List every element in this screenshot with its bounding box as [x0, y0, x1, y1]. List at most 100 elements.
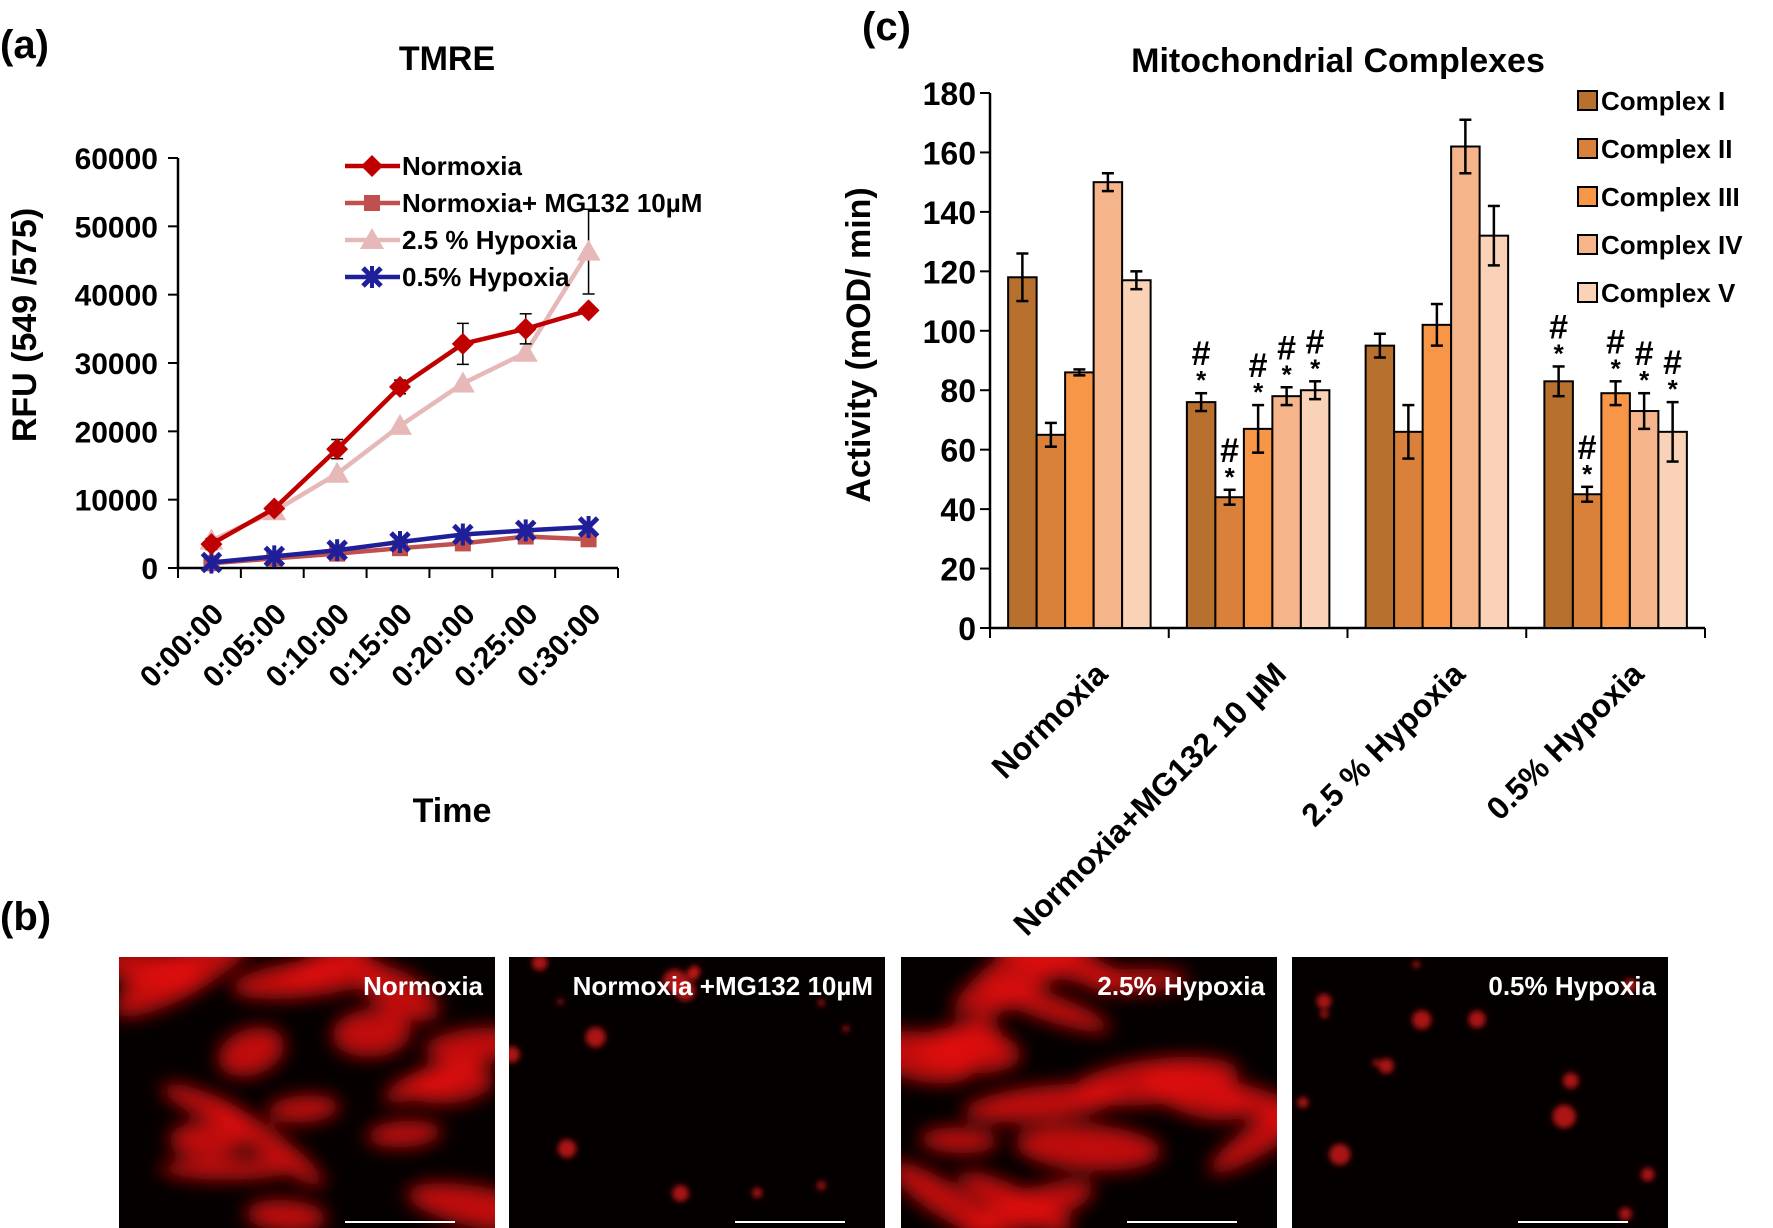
chart-a-series-3 [200, 516, 600, 574]
chart-c-title: Mitochondrial Complexes [1131, 42, 1545, 80]
micrograph-cells [901, 957, 1277, 1228]
chart-c-bar [1185, 401, 1217, 629]
micrograph-cell [366, 1120, 442, 1148]
micrograph-cell [1468, 1010, 1486, 1028]
chart-c-bar [1393, 430, 1424, 630]
chart-a-legend-marker [361, 155, 383, 177]
micrograph-cell [283, 957, 372, 987]
chart-a-data-point [450, 371, 475, 393]
micrograph-cell [1552, 1104, 1576, 1129]
micrograph-cell [817, 999, 825, 1007]
chart-c-significance-hash: # [1277, 329, 1296, 367]
chart-c-y-tick-label: 20 [940, 552, 976, 588]
micrograph-cell [557, 1139, 577, 1158]
chart-c-significance-hash: # [1306, 323, 1325, 361]
chart-c-y-tick-label: 60 [940, 433, 976, 469]
chart-c-bar [1271, 395, 1302, 629]
micrograph-cells [509, 957, 850, 1202]
chart-c-bar [1035, 433, 1067, 629]
micrograph-cell [915, 1027, 1021, 1074]
chart-c-significance-hash: # [1578, 429, 1597, 467]
chart-a-series-0 [200, 299, 600, 556]
chart-a-data-point [326, 539, 348, 562]
micrograph-cell [119, 957, 205, 992]
chart-c-bar [1543, 380, 1574, 629]
chart-a-data-point [389, 531, 411, 554]
chart-a-data-point [326, 438, 349, 461]
micrograph-cell [585, 1027, 606, 1048]
chart-a-legend-marker [364, 195, 380, 211]
micrograph-background [1292, 957, 1668, 1228]
chart-a-data-point [576, 239, 601, 261]
micrograph-cell [1320, 1009, 1329, 1019]
chart-a-data-point [200, 551, 223, 574]
chart-c-significance-star: * [1554, 338, 1565, 368]
chart-a-y-tick-label: 20000 [75, 416, 158, 449]
chart-c-significance-star: * [1639, 365, 1650, 395]
micrograph-cell [686, 968, 699, 981]
micrograph-cell [959, 1171, 1073, 1228]
chart-a-y-tick-label: 10000 [75, 485, 158, 518]
chart-a-data-point [514, 519, 537, 542]
chart-c-y-tick-label: 180 [923, 76, 976, 112]
micrograph-cell [1378, 1058, 1394, 1074]
chart-c-significance-hash: # [1220, 432, 1239, 470]
chart-c-y-tick-label: 80 [940, 373, 976, 409]
chart-a-data-point [452, 523, 474, 546]
chart-a-x-axis-title: Time [413, 792, 492, 830]
micrograph-cell [817, 1181, 826, 1190]
chart-c-significance-hash: # [1606, 323, 1625, 361]
micrograph-cell [1329, 1143, 1351, 1166]
panel-b-label: (b) [0, 895, 51, 939]
chart-c-y-ticks: 0 20 40 60 80 100 120 140 160 180 [923, 76, 990, 647]
chart-c-bar [1657, 430, 1688, 630]
chart-c-legend-swatch [1577, 282, 1598, 303]
chart-a-legend-marker [361, 266, 383, 288]
chart-c-legend: Complex I Complex II Complex III Complex IV… [1577, 86, 1743, 308]
micrograph-label: Normoxia +MG132 10µM [573, 971, 873, 1001]
micrograph-cell [1209, 1084, 1277, 1174]
chart-a-data-point [513, 340, 538, 362]
chart-c-y-tick-label: 0 [958, 611, 976, 647]
micrograph-cell [1619, 1207, 1632, 1221]
tmre-line-chart: TMRE RFU (549 /575) Time 0 10000 20000 3000… [6, 40, 702, 830]
chart-c-bar [1421, 323, 1453, 629]
micrograph-label: Normoxia [363, 971, 483, 1001]
chart-c-y-tick-label: 40 [940, 492, 976, 528]
chart-c-legend-label: Complex II [1601, 134, 1732, 164]
chart-a-y-tick-label: 50000 [75, 211, 158, 244]
chart-c-bar [1121, 279, 1152, 629]
chart-c-legend-label: Complex IV [1601, 230, 1743, 260]
micrograph-cell [752, 1187, 763, 1198]
chart-a-data-point [325, 461, 350, 483]
chart-a-data-point [388, 413, 412, 435]
micrograph-cell [209, 1099, 325, 1187]
micrograph-cell [218, 1027, 285, 1077]
micrograph-cell [168, 1121, 247, 1157]
micrograph-label: 0.5% Hypoxia [1488, 971, 1656, 1001]
micrograph-cell [1316, 993, 1332, 1009]
micrograph-cell [672, 1185, 689, 1202]
micrograph-cell [407, 1183, 495, 1228]
micrograph-cell [531, 957, 548, 971]
chart-a-y-tick-label: 30000 [75, 348, 158, 381]
micrograph-cell [1412, 960, 1420, 968]
chart-c-x-tick-label: 0.5% Hypoxia [1479, 655, 1650, 826]
micrograph-2 [901, 957, 1277, 1228]
chart-c-significance-hash: # [1635, 335, 1654, 373]
micrograph-cell [509, 1046, 520, 1063]
chart-a-series [199, 208, 601, 574]
chart-c-bar [1242, 427, 1274, 629]
chart-a-data-point [451, 332, 474, 355]
chart-c-significance-star: * [1668, 374, 1679, 404]
micrograph-cell [1562, 1072, 1579, 1089]
chart-c-legend-label: Complex V [1601, 278, 1736, 308]
micrograph-cells [119, 957, 495, 1228]
chart-c-bar [1600, 392, 1631, 630]
micrograph-0 [119, 957, 495, 1228]
chart-a-x-ticks: 0:00:000:05:000:10:000:15:000:20:000:25:… [134, 568, 619, 694]
chart-c-legend-swatch [1577, 186, 1598, 207]
chart-a-y-tick-label: 40000 [75, 280, 158, 313]
chart-c-significance-hash: # [1549, 308, 1568, 346]
